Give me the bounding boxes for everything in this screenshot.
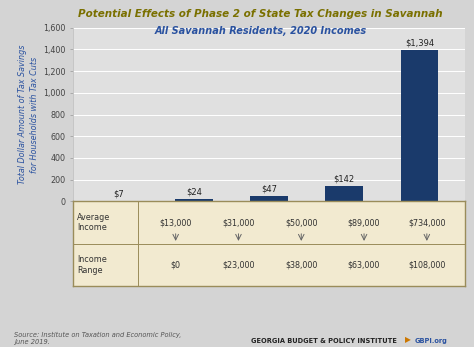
Text: Source: Institute on Taxation and Economic Policy,
June 2019.: Source: Institute on Taxation and Econom… bbox=[14, 332, 182, 345]
Text: $13,000: $13,000 bbox=[159, 218, 192, 227]
Text: $63,000: $63,000 bbox=[348, 261, 380, 270]
Text: $31,000: $31,000 bbox=[222, 218, 255, 227]
Text: Potential Effects of Phase 2 of State Tax Changes in Savannah: Potential Effects of Phase 2 of State Ta… bbox=[78, 9, 443, 19]
Text: Average
Income: Average Income bbox=[77, 213, 110, 232]
Text: $24: $24 bbox=[186, 187, 202, 196]
Text: $47: $47 bbox=[261, 185, 277, 194]
Text: $1,394: $1,394 bbox=[405, 39, 434, 48]
Bar bbox=[175, 199, 213, 201]
Text: $50,000: $50,000 bbox=[285, 218, 318, 227]
Bar bbox=[250, 196, 288, 201]
Text: $108,000: $108,000 bbox=[408, 261, 446, 270]
Text: GEORGIA BUDGET & POLICY INSTITUTE: GEORGIA BUDGET & POLICY INSTITUTE bbox=[251, 338, 397, 344]
Text: All Savannah Residents, 2020 Incomes: All Savannah Residents, 2020 Incomes bbox=[155, 26, 367, 36]
Text: $142: $142 bbox=[334, 175, 355, 184]
Text: $23,000: $23,000 bbox=[222, 261, 255, 270]
Text: ▶: ▶ bbox=[405, 335, 411, 344]
Bar bbox=[325, 186, 363, 201]
Text: $734,000: $734,000 bbox=[408, 218, 446, 227]
Text: $38,000: $38,000 bbox=[285, 261, 318, 270]
Text: $89,000: $89,000 bbox=[348, 218, 380, 227]
Text: $7: $7 bbox=[113, 189, 124, 198]
Text: GBPI.org: GBPI.org bbox=[415, 338, 447, 344]
Y-axis label: Total Dollar Amount of Tax Savings
for Households with Tax Cuts: Total Dollar Amount of Tax Savings for H… bbox=[18, 45, 39, 184]
Text: $0: $0 bbox=[171, 261, 181, 270]
Text: Income
Range: Income Range bbox=[77, 255, 107, 275]
Bar bbox=[401, 50, 438, 201]
